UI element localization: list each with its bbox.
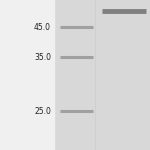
Text: 35.0: 35.0 <box>34 52 51 62</box>
Text: 45.0: 45.0 <box>34 22 51 32</box>
Text: 25.0: 25.0 <box>34 106 51 116</box>
FancyBboxPatch shape <box>0 0 54 150</box>
